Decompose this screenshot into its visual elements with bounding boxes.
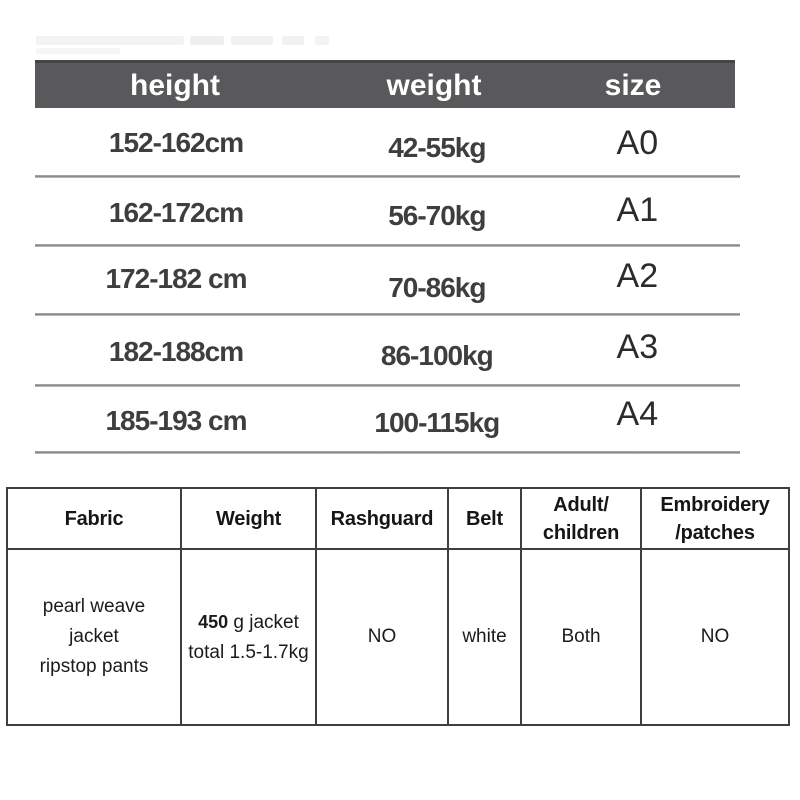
size-value: A3 <box>616 328 659 366</box>
size-row: 152-162cm 42-55kg A0 <box>35 108 740 178</box>
weight-value: 86-100kg <box>380 339 494 371</box>
spec-cell-adult-children: Both <box>520 548 642 726</box>
weight-line1: 450 g jacket <box>182 607 315 638</box>
weight-grams: 450 <box>198 611 229 632</box>
watermark-artifact <box>282 36 304 45</box>
column-header-height: height <box>130 68 220 102</box>
column-header-weight: weight <box>386 68 482 102</box>
weight-value: 70-86kg <box>388 271 486 303</box>
spec-table: Fabric Weight Rashguard Belt Adult/ chil… <box>6 487 790 726</box>
height-value: 152-162cm <box>108 127 244 158</box>
watermark-artifact <box>315 36 329 45</box>
size-value: A1 <box>616 191 659 229</box>
height-value: 172-182 cm <box>105 262 247 294</box>
spec-cell-embroidery-patches: NO <box>640 548 790 726</box>
column-header-size: size <box>604 68 662 102</box>
size-value: A2 <box>616 257 659 295</box>
size-chart-header: height weight size <box>35 60 735 108</box>
watermark-artifact <box>36 48 120 54</box>
weight-value: 42-55kg <box>388 132 486 163</box>
watermark-artifact <box>36 36 184 45</box>
fabric-line3: ripstop pants <box>39 656 149 677</box>
spec-header-belt: Belt <box>447 487 522 550</box>
watermark-artifact <box>190 36 224 45</box>
spec-cell-belt: white <box>447 548 522 726</box>
weight-value: 56-70kg <box>388 199 486 231</box>
fabric-line1: pearl weave <box>42 596 146 617</box>
weight-line1-rest: g jacket <box>228 611 299 633</box>
size-value: A4 <box>616 395 659 433</box>
weight-value: 100-115kg <box>374 406 500 438</box>
size-row: 182-188cm 86-100kg A3 <box>35 316 740 387</box>
height-value: 182-188cm <box>108 335 244 367</box>
size-row: 172-182 cm 70-86kg A2 <box>35 247 740 316</box>
spec-header-rashguard: Rashguard <box>315 487 449 550</box>
height-value: 185-193 cm <box>105 404 247 436</box>
spec-header-adult-children: Adult/ children <box>520 487 642 550</box>
spec-header-fabric: Fabric <box>6 487 182 550</box>
adult-header-line2: children <box>542 521 620 544</box>
spec-body-row: pearl weave jacket ripstop pants 450 g j… <box>6 548 790 726</box>
spec-header-embroidery-patches: Embroidery /patches <box>640 487 790 550</box>
size-row: 162-172cm 56-70kg A1 <box>35 178 740 247</box>
size-chart: height weight size 152-162cm 42-55kg A0 … <box>35 60 740 454</box>
watermark-artifact <box>231 36 273 45</box>
size-value: A0 <box>616 123 659 162</box>
adult-header-line1: Adult/ <box>553 493 609 516</box>
embroidery-header-line2: /patches <box>675 521 755 544</box>
spec-cell-rashguard: NO <box>315 548 449 726</box>
spec-cell-fabric: pearl weave jacket ripstop pants <box>6 548 182 726</box>
embroidery-header-line1: Embroidery <box>660 493 770 516</box>
spec-cell-weight: 450 g jacket total 1.5-1.7kg <box>180 548 317 726</box>
size-chart-rows: 152-162cm 42-55kg A0 162-172cm 56-70kg A… <box>35 108 740 454</box>
height-value: 162-172cm <box>108 196 244 228</box>
weight-line2: total 1.5-1.7kg <box>188 641 309 663</box>
size-row: 185-193 cm 100-115kg A4 <box>35 387 740 454</box>
fabric-line2: jacket <box>69 626 119 647</box>
spec-header-row: Fabric Weight Rashguard Belt Adult/ chil… <box>6 487 790 550</box>
spec-header-weight: Weight <box>180 487 317 550</box>
